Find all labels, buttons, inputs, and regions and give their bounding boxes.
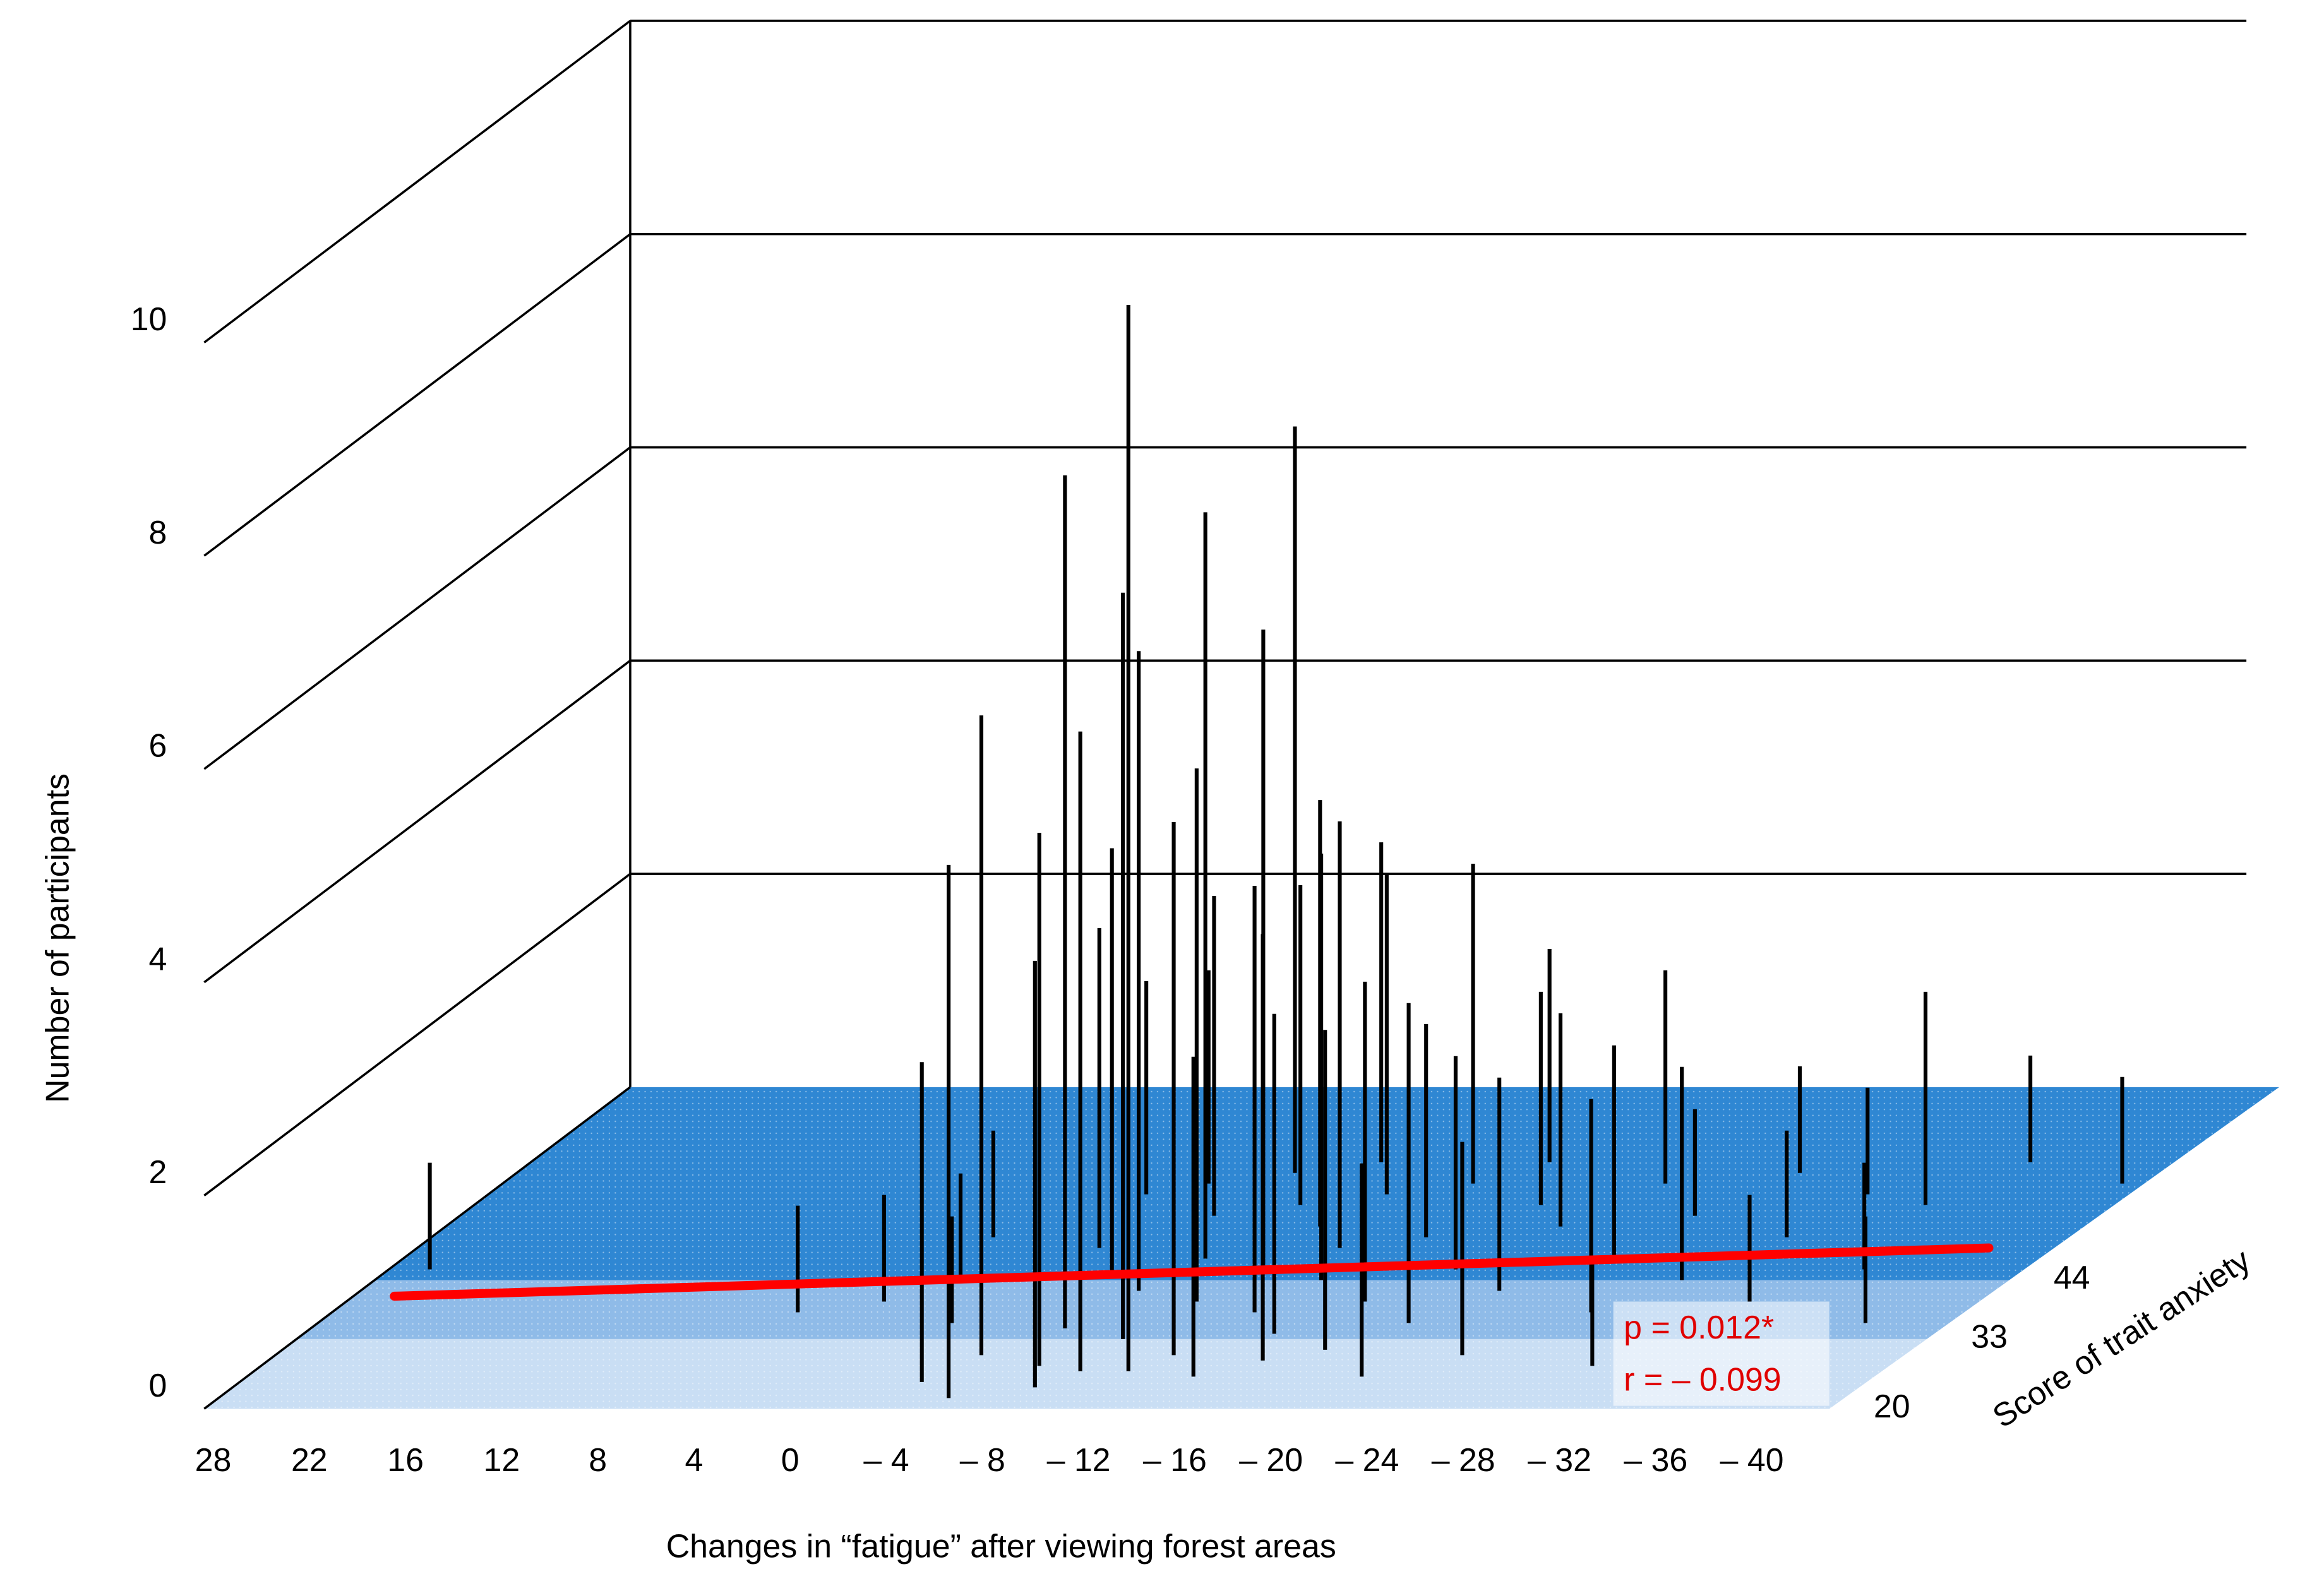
y-tick-label: 0 bbox=[149, 1367, 167, 1404]
annotation: p = 0.012* bbox=[1624, 1309, 1774, 1345]
floor-texture bbox=[204, 1339, 1927, 1409]
x-tick-label: – 28 bbox=[1432, 1441, 1495, 1478]
z-tick-label: 33 bbox=[1971, 1318, 2008, 1355]
x-tick-label: 12 bbox=[484, 1441, 520, 1478]
annotation: r = – 0.099 bbox=[1624, 1361, 1781, 1398]
x-tick-label: – 8 bbox=[960, 1441, 1005, 1478]
z-axis-title: Score of trait anxiety bbox=[1986, 1241, 2256, 1434]
y-axis-title: Number of participants bbox=[39, 773, 75, 1103]
grid bbox=[203, 20, 2247, 1410]
x-tick-label: – 32 bbox=[1528, 1441, 1591, 1478]
x-tick-label: – 4 bbox=[863, 1441, 909, 1478]
x-tick-label: 16 bbox=[387, 1441, 424, 1478]
grid-line bbox=[203, 233, 632, 557]
y-tick-label: 2 bbox=[149, 1154, 167, 1190]
x-tick-label: 28 bbox=[195, 1441, 232, 1478]
grid-line bbox=[203, 1086, 632, 1410]
x-axis-title: Changes in “fatigue” after viewing fores… bbox=[666, 1528, 1336, 1565]
x-tick-label: – 16 bbox=[1143, 1441, 1207, 1478]
grid-line bbox=[203, 446, 632, 770]
x-tick-label: – 36 bbox=[1624, 1441, 1687, 1478]
x-tick-label: 22 bbox=[291, 1441, 328, 1478]
x-tick-label: – 24 bbox=[1335, 1441, 1399, 1478]
y-tick-label: 8 bbox=[149, 514, 167, 551]
grid-line bbox=[203, 659, 632, 984]
trend-line bbox=[390, 1243, 1994, 1301]
y-tick-label: 4 bbox=[149, 940, 167, 977]
z-tick-label: 20 bbox=[1874, 1388, 1910, 1424]
z-tick-label: 44 bbox=[2054, 1259, 2090, 1296]
floor-texture bbox=[296, 1280, 2010, 1339]
annotation-box bbox=[1613, 1301, 1830, 1406]
x-tick-label: 0 bbox=[781, 1441, 800, 1478]
grid-line bbox=[203, 873, 632, 1196]
x-tick-label: – 20 bbox=[1239, 1441, 1303, 1478]
y-tick-label: 6 bbox=[149, 727, 167, 764]
x-tick-label: 8 bbox=[589, 1441, 607, 1478]
x-tick-label: – 40 bbox=[1720, 1441, 1784, 1478]
grid-line bbox=[203, 20, 632, 343]
y-tick-label: 10 bbox=[131, 301, 167, 337]
x-tick-label: 4 bbox=[685, 1441, 704, 1478]
marks bbox=[390, 305, 2124, 1398]
x-tick-label: – 12 bbox=[1047, 1441, 1111, 1478]
